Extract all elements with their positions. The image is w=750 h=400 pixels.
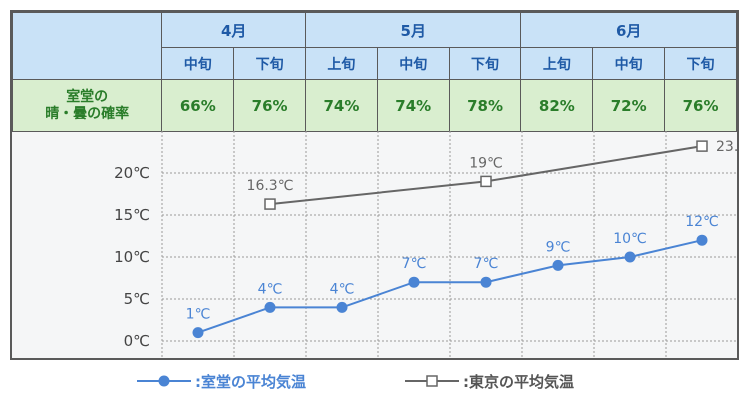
data-point — [696, 140, 708, 152]
legend-item-murodo: :室堂の平均気温 — [135, 368, 306, 394]
data-point — [480, 276, 492, 288]
data-label: 1℃ — [186, 307, 211, 323]
period-header: 下旬 — [664, 47, 737, 80]
data-label: 9℃ — [546, 239, 571, 255]
probability-row-label: 室堂の 晴・曇の確率 — [12, 79, 163, 132]
y-tick-label: 20℃ — [114, 164, 150, 182]
probability-cell: 74% — [376, 79, 450, 132]
row-label-line2: 晴・曇の確率 — [45, 105, 130, 122]
data-point — [408, 276, 420, 288]
period-header: 上旬 — [305, 47, 378, 80]
period-header: 下旬 — [233, 47, 307, 80]
plot-background — [12, 131, 737, 358]
series-line — [197, 239, 703, 334]
month-june: 6月 — [520, 12, 737, 48]
forecast-table: 4月 5月 6月 中旬 下旬 上旬 中旬 下旬 上旬 中旬 下旬 室堂の 晴・曇… — [12, 12, 737, 132]
data-label: 7℃ — [474, 256, 499, 272]
y-tick-label: 0℃ — [124, 332, 150, 350]
data-label: 10℃ — [613, 231, 647, 247]
probability-cell: 66% — [161, 79, 235, 132]
chart-panel: 4月 5月 6月 中旬 下旬 上旬 中旬 下旬 上旬 中旬 下旬 室堂の 晴・曇… — [10, 10, 739, 360]
legend-label-murodo: :室堂の平均気温 — [195, 372, 306, 391]
period-header: 上旬 — [520, 47, 594, 80]
y-tick-label: 10℃ — [114, 248, 150, 266]
data-point — [192, 327, 204, 339]
data-point — [696, 234, 708, 246]
period-header: 中旬 — [161, 47, 235, 80]
data-point — [336, 301, 348, 313]
data-point — [624, 251, 636, 263]
legend-line-circle-marker — [137, 375, 191, 387]
data-label: 16.3℃ — [247, 178, 294, 194]
data-label: 23.2℃ — [716, 139, 739, 155]
legend-item-tokyo: :東京の平均気温 — [403, 368, 574, 394]
row-label-line1: 室堂の — [66, 88, 109, 105]
month-may: 5月 — [305, 12, 522, 48]
legend: :室堂の平均気温 :東京の平均気温 — [135, 368, 735, 394]
data-label: 4℃ — [330, 281, 355, 297]
period-header: 下旬 — [448, 47, 522, 80]
legend-line-square-marker — [405, 375, 459, 387]
data-label: 12℃ — [685, 214, 719, 230]
data-point — [552, 259, 564, 271]
y-tick-label: 5℃ — [124, 290, 150, 308]
temperature-chart: 0℃ 5℃ 10℃ 15℃ 20℃ 1℃ 4℃ 4℃ 7℃ 7℃ 9℃ 10℃ 12℃ 16.3℃ 19℃ 2… — [114, 131, 739, 358]
data-label: 7℃ — [402, 256, 427, 272]
data-label: 19℃ — [469, 155, 503, 171]
table-corner — [12, 12, 163, 80]
data-label: 4℃ — [258, 281, 283, 297]
probability-cell: 78% — [448, 79, 522, 132]
y-tick-label: 15℃ — [114, 206, 150, 224]
probability-cell: 82% — [520, 79, 594, 132]
data-point — [264, 198, 276, 210]
legend-label-tokyo: :東京の平均気温 — [463, 372, 574, 391]
probability-cell: 76% — [664, 79, 737, 132]
probability-cell: 74% — [305, 79, 378, 132]
data-point — [480, 175, 492, 188]
data-point — [264, 301, 276, 313]
